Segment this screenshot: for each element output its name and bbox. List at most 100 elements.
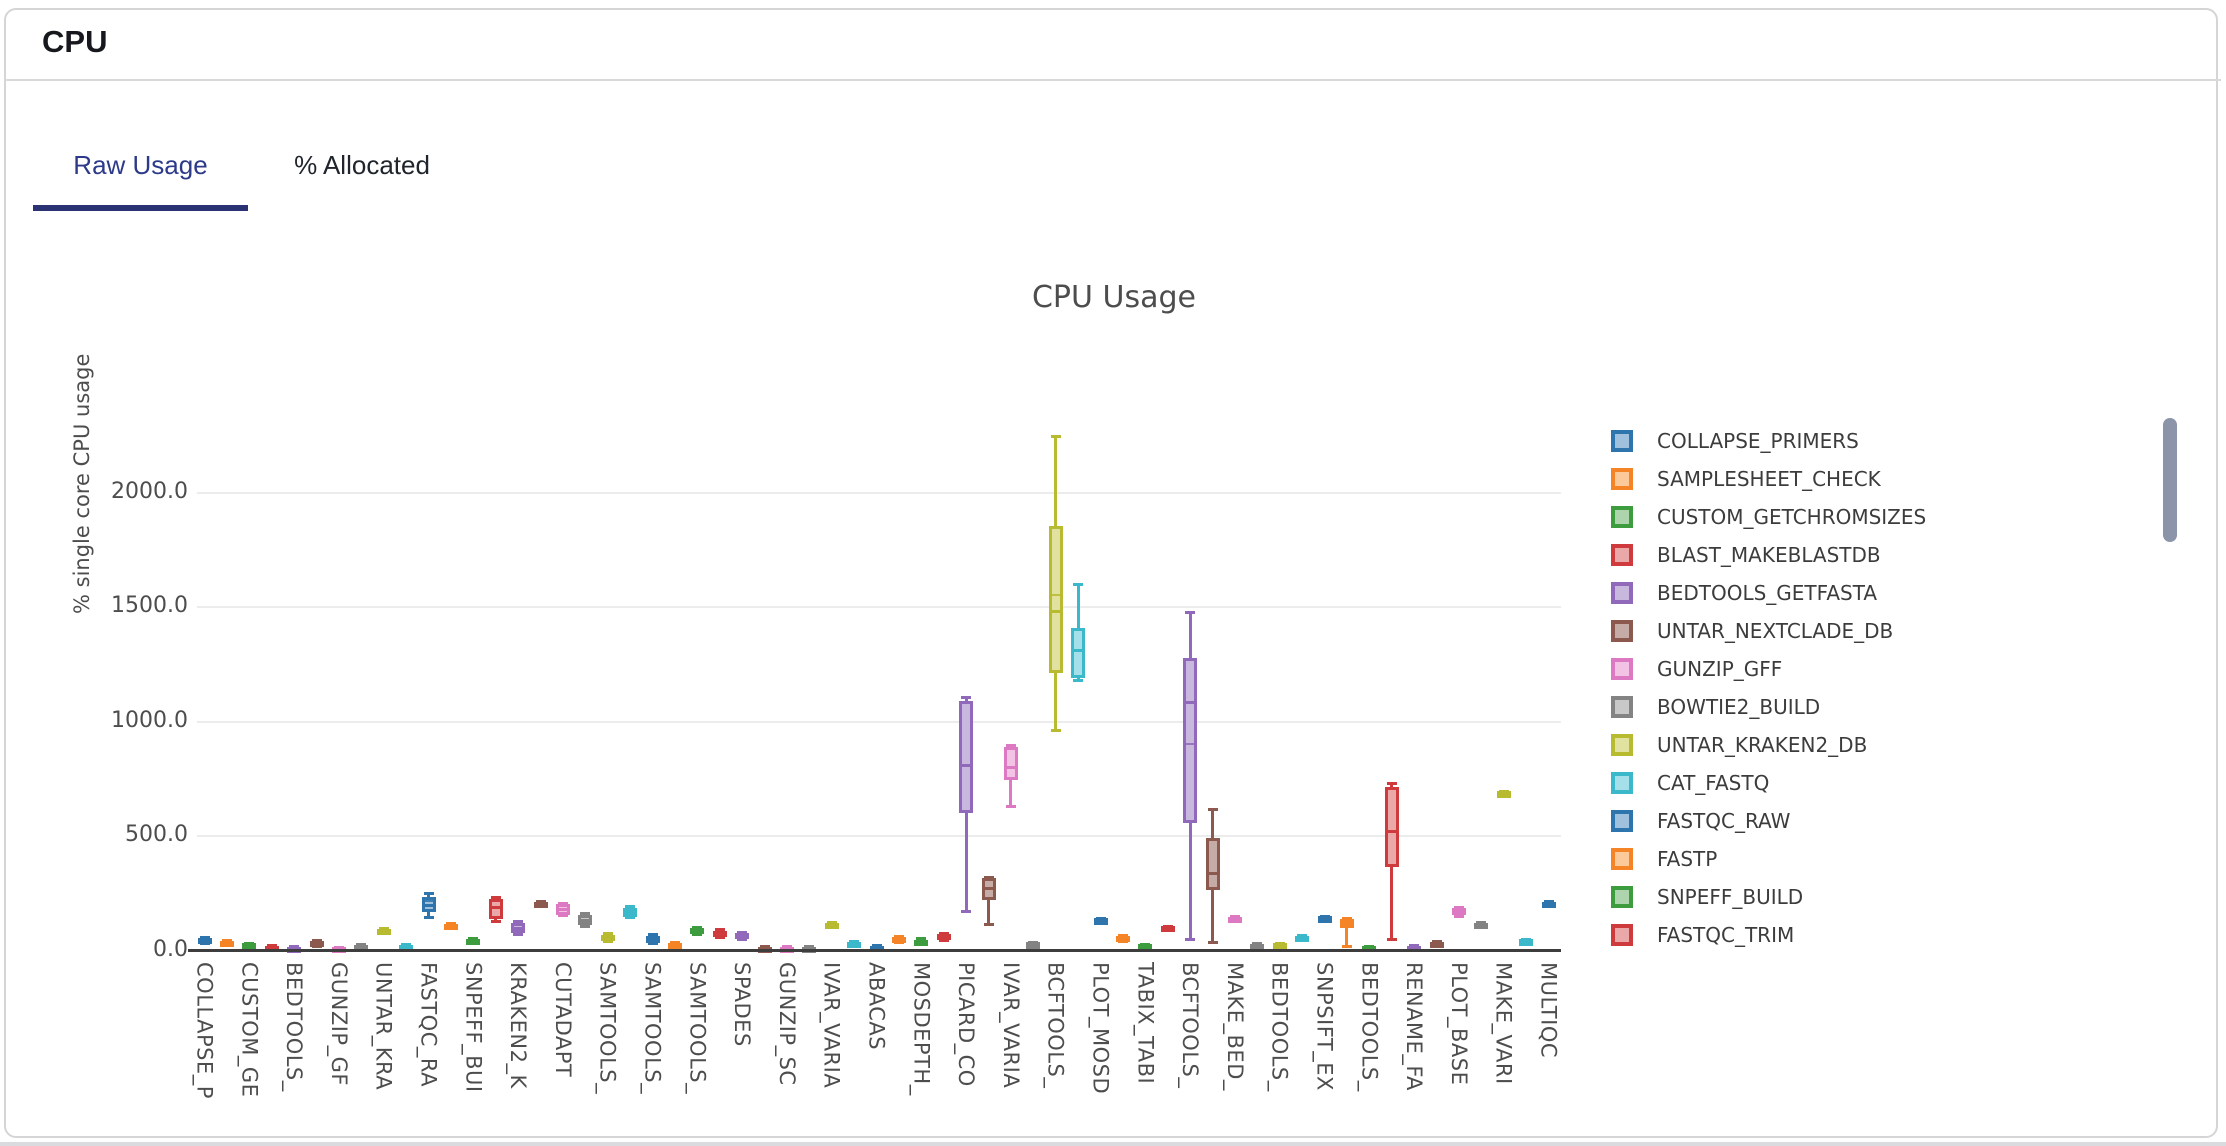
- median-line: [891, 938, 906, 942]
- x-tick-label: GUNZIP_SC: [774, 962, 799, 1086]
- median-line: [578, 918, 593, 922]
- median-line: [1272, 943, 1287, 947]
- median-line: [824, 923, 839, 927]
- median-line: [623, 910, 638, 914]
- whisker-cap-high: [1050, 435, 1061, 439]
- median-line: [802, 946, 817, 950]
- whisker-cap-high: [625, 905, 636, 909]
- gridline: [197, 835, 1561, 838]
- whisker-cap-high: [826, 921, 837, 925]
- whisker-cap-high: [490, 896, 501, 900]
- median-line: [712, 932, 727, 936]
- whisker-cap-high: [1476, 920, 1487, 924]
- median-line: [331, 947, 346, 951]
- legend-scrollbar-thumb[interactable]: [2163, 418, 2177, 542]
- whisker-cap-low: [983, 922, 994, 926]
- whisker-cap-high: [1341, 917, 1352, 921]
- x-axis-line: [188, 949, 1561, 952]
- x-tick-label: FASTQC_RA: [416, 962, 441, 1087]
- whisker-cap-high: [1274, 941, 1285, 945]
- median-line: [869, 945, 884, 949]
- median-line: [555, 908, 570, 912]
- x-tick-label: SPADES: [730, 962, 755, 1047]
- legend-label: COLLAPSE_PRIMERS: [1657, 429, 1859, 453]
- whisker-cap-high: [1453, 905, 1464, 909]
- box-iqr: [488, 899, 503, 920]
- median-line: [264, 946, 279, 950]
- median-line: [488, 905, 503, 909]
- whisker-cap-high: [1386, 782, 1397, 786]
- box-iqr: [1384, 787, 1399, 868]
- median-line: [1384, 830, 1399, 834]
- whisker-cap-high: [1005, 743, 1016, 747]
- whisker-cap-high: [535, 900, 546, 904]
- x-tick-label: SAMTOOLS_: [685, 962, 710, 1095]
- x-tick-label: BEDTOOLS_: [282, 962, 307, 1092]
- x-tick-label: SNPEFF_BUI: [461, 962, 486, 1093]
- whisker-cap-low: [1386, 937, 1397, 941]
- whisker-cap-low: [513, 932, 524, 936]
- whisker-cap-low: [961, 910, 972, 914]
- gridline: [197, 720, 1561, 723]
- legend-label: BEDTOOLS_GETFASTA: [1657, 581, 1878, 605]
- whisker-cap-high: [692, 925, 703, 929]
- whisker-line: [1345, 918, 1349, 948]
- legend-label: SNPEFF_BUILD: [1657, 885, 1804, 909]
- tab-raw-usage[interactable]: Raw Usage: [73, 150, 208, 180]
- active-tab-underline: [33, 205, 248, 211]
- x-tick-label: IVAR_VARIA: [819, 962, 844, 1089]
- page-bottom-strip: [0, 1142, 2226, 1146]
- whisker-cap-high: [221, 939, 232, 943]
- mean-line: [1183, 742, 1198, 745]
- x-tick-label: SAMTOOLS_: [595, 962, 620, 1095]
- y-tick-label: 0.0: [153, 937, 188, 962]
- chart-title: CPU Usage: [1031, 280, 1196, 315]
- x-tick-label: MOSDEPTH_: [909, 962, 934, 1096]
- median-line: [1429, 942, 1444, 946]
- x-tick-label: PLOT_MOSD: [1088, 962, 1113, 1095]
- median-line: [914, 940, 929, 944]
- legend-label: BLAST_MAKEBLASTDB: [1657, 543, 1881, 567]
- x-tick-label: BEDTOOLS_: [1267, 962, 1292, 1092]
- whisker-cap-high: [961, 695, 972, 699]
- gridline: [197, 491, 1561, 494]
- legend-swatch: [1611, 430, 1633, 452]
- mean-line: [1048, 594, 1063, 597]
- median-line: [1295, 935, 1310, 939]
- legend-swatch: [1611, 924, 1633, 946]
- median-line: [959, 763, 974, 767]
- median-line: [1026, 942, 1041, 946]
- whisker-cap-high: [266, 944, 277, 948]
- whisker-cap-low: [1073, 678, 1084, 682]
- whisker-cap-high: [1185, 610, 1196, 614]
- whisker-cap-high: [1207, 807, 1218, 811]
- legend-swatch: [1611, 468, 1633, 490]
- median-line: [197, 938, 212, 942]
- median-line: [219, 941, 234, 945]
- median-line: [1519, 939, 1534, 943]
- legend-swatch: [1611, 886, 1633, 908]
- median-line: [690, 929, 705, 933]
- legend-swatch: [1611, 620, 1633, 642]
- whisker-cap-high: [983, 875, 994, 879]
- x-tick-label: CUSTOM_GE: [237, 962, 262, 1098]
- x-tick-label: COLLAPSE_P: [192, 962, 217, 1099]
- y-tick-label: 1500.0: [111, 593, 188, 619]
- legend-label: CAT_FASTQ: [1657, 771, 1770, 795]
- x-tick-label: BCFTOOLS_: [1043, 962, 1068, 1089]
- legend-label: SAMPLESHEET_CHECK: [1657, 467, 1881, 491]
- whisker-cap-high: [1252, 942, 1263, 946]
- median-line: [1339, 921, 1354, 925]
- legend-label: CUSTOM_GETCHROMSIZES: [1657, 505, 1927, 529]
- x-tick-label: BCFTOOLS_: [1178, 962, 1203, 1089]
- x-tick-label: SAMTOOLS_: [640, 962, 665, 1095]
- legend-label: BOWTIE2_BUILD: [1657, 695, 1821, 719]
- median-line: [645, 938, 660, 942]
- x-tick-label: RENAME_FA: [1402, 962, 1427, 1091]
- median-line: [1250, 944, 1265, 948]
- tab-percent-allocated[interactable]: % Allocated: [294, 150, 430, 180]
- median-line: [376, 929, 391, 933]
- box-iqr: [1183, 657, 1198, 823]
- median-line: [1048, 609, 1063, 613]
- whisker-cap-low: [625, 916, 636, 920]
